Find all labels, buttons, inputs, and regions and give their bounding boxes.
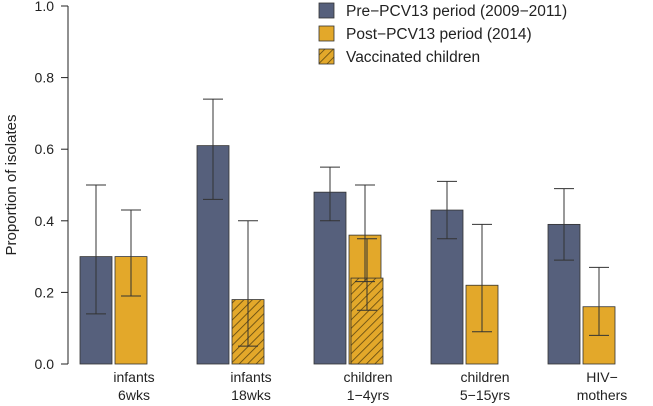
y-axis: 0.0 0.2 0.4 0.6 0.8 1.0 Proportion of isolate… xyxy=(3,0,69,372)
x-tick-label: children xyxy=(460,369,509,385)
y-tick-label: 0.0 xyxy=(35,356,55,372)
legend-label: Pre−PCV13 period (2009−2011) xyxy=(346,3,567,20)
x-tick-label: infants xyxy=(230,369,271,385)
y-axis-title: Proportion of isolates xyxy=(3,115,20,256)
legend-label: Post−PCV13 period (2014) xyxy=(346,26,532,43)
x-tick-label: infants xyxy=(113,369,154,385)
y-tick-label: 0.2 xyxy=(35,284,55,300)
legend-swatch xyxy=(318,2,335,19)
y-ticks: 0.0 0.2 0.4 0.6 0.8 1.0 xyxy=(35,0,68,372)
x-tick-label: HIV− xyxy=(586,369,618,385)
y-tick-label: 0.4 xyxy=(35,213,55,229)
legend-swatch xyxy=(318,25,335,42)
x-tick-label: mothers xyxy=(577,387,628,403)
legend: Pre−PCV13 period (2009−2011) Post−PCV13 p… xyxy=(318,2,567,66)
y-tick-label: 0.8 xyxy=(35,70,55,86)
x-tick-label: 18wks xyxy=(231,387,271,403)
bar xyxy=(350,277,384,365)
x-tick-label: 1−4yrs xyxy=(347,387,389,403)
bar xyxy=(430,209,464,365)
bars xyxy=(79,145,616,365)
x-tick-label: 6wks xyxy=(118,387,150,403)
y-tick-label: 0.6 xyxy=(35,141,55,157)
x-tick-label: 5−15yrs xyxy=(460,387,510,403)
x-axis-labels: infants 6wks infants 18wks children 1−4yrs chi… xyxy=(113,369,627,403)
x-tick-label: children xyxy=(343,369,392,385)
legend-swatch xyxy=(318,48,335,65)
error-bars xyxy=(86,98,609,347)
legend-label: Vaccinated children xyxy=(346,49,480,66)
y-tick-label: 1.0 xyxy=(35,0,55,14)
